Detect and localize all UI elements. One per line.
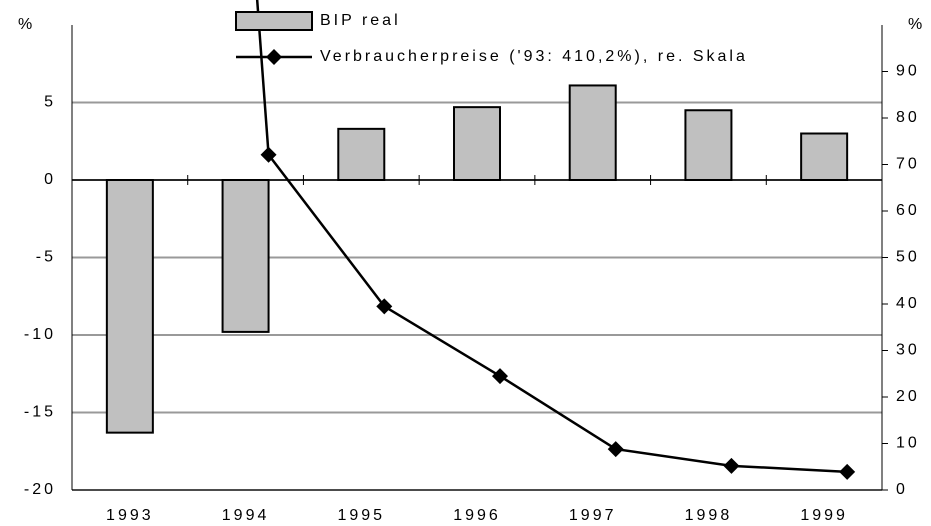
y2-tick-label: 20 — [896, 388, 920, 405]
x-tick-label: 1994 — [222, 507, 270, 524]
x-tick-label: 1993 — [106, 507, 154, 524]
y2-axis-label: % — [908, 16, 925, 33]
y2-tick-label: 10 — [896, 435, 920, 452]
y-tick-label: 0 — [44, 171, 56, 188]
bar — [105, 179, 154, 434]
x-tick-label: 1997 — [569, 507, 617, 524]
x-tick-label: 1995 — [337, 507, 385, 524]
marker — [260, 146, 277, 163]
y2-tick-label: 30 — [896, 342, 920, 359]
bar — [800, 132, 849, 181]
y2-tick-label: 80 — [896, 109, 920, 126]
marker — [607, 441, 624, 458]
bar — [568, 84, 617, 181]
legend-marker — [266, 49, 282, 65]
legend-label: BIP real — [320, 12, 401, 29]
marker — [492, 368, 508, 385]
y-axis-label: % — [18, 16, 35, 33]
bar — [453, 106, 501, 181]
y-tick-label: -20 — [24, 481, 56, 498]
y2-tick-label: 50 — [896, 249, 920, 266]
y-tick-label: -5 — [36, 249, 56, 266]
marker — [723, 457, 740, 474]
y-tick-label: 5 — [44, 94, 56, 111]
legend-swatch — [235, 11, 313, 31]
x-tick-label: 1998 — [685, 507, 733, 524]
y2-tick-label: 40 — [896, 295, 920, 312]
bar — [337, 127, 386, 182]
y2-tick-label: 60 — [896, 202, 920, 219]
y-tick-label: -15 — [24, 404, 56, 421]
bar — [221, 179, 270, 333]
x-tick-label: 1996 — [453, 507, 501, 524]
legend-label: Verbraucherpreise ('93: 410,2%), re. Ska… — [320, 48, 748, 65]
y2-tick-label: 70 — [896, 156, 920, 173]
y2-tick-label: 0 — [896, 481, 908, 498]
marker — [376, 298, 393, 315]
y2-tick-label: 90 — [896, 63, 920, 80]
x-tick-label: 1999 — [800, 507, 848, 524]
bar — [684, 109, 733, 181]
marker — [839, 463, 856, 480]
y-tick-label: -10 — [24, 326, 56, 343]
